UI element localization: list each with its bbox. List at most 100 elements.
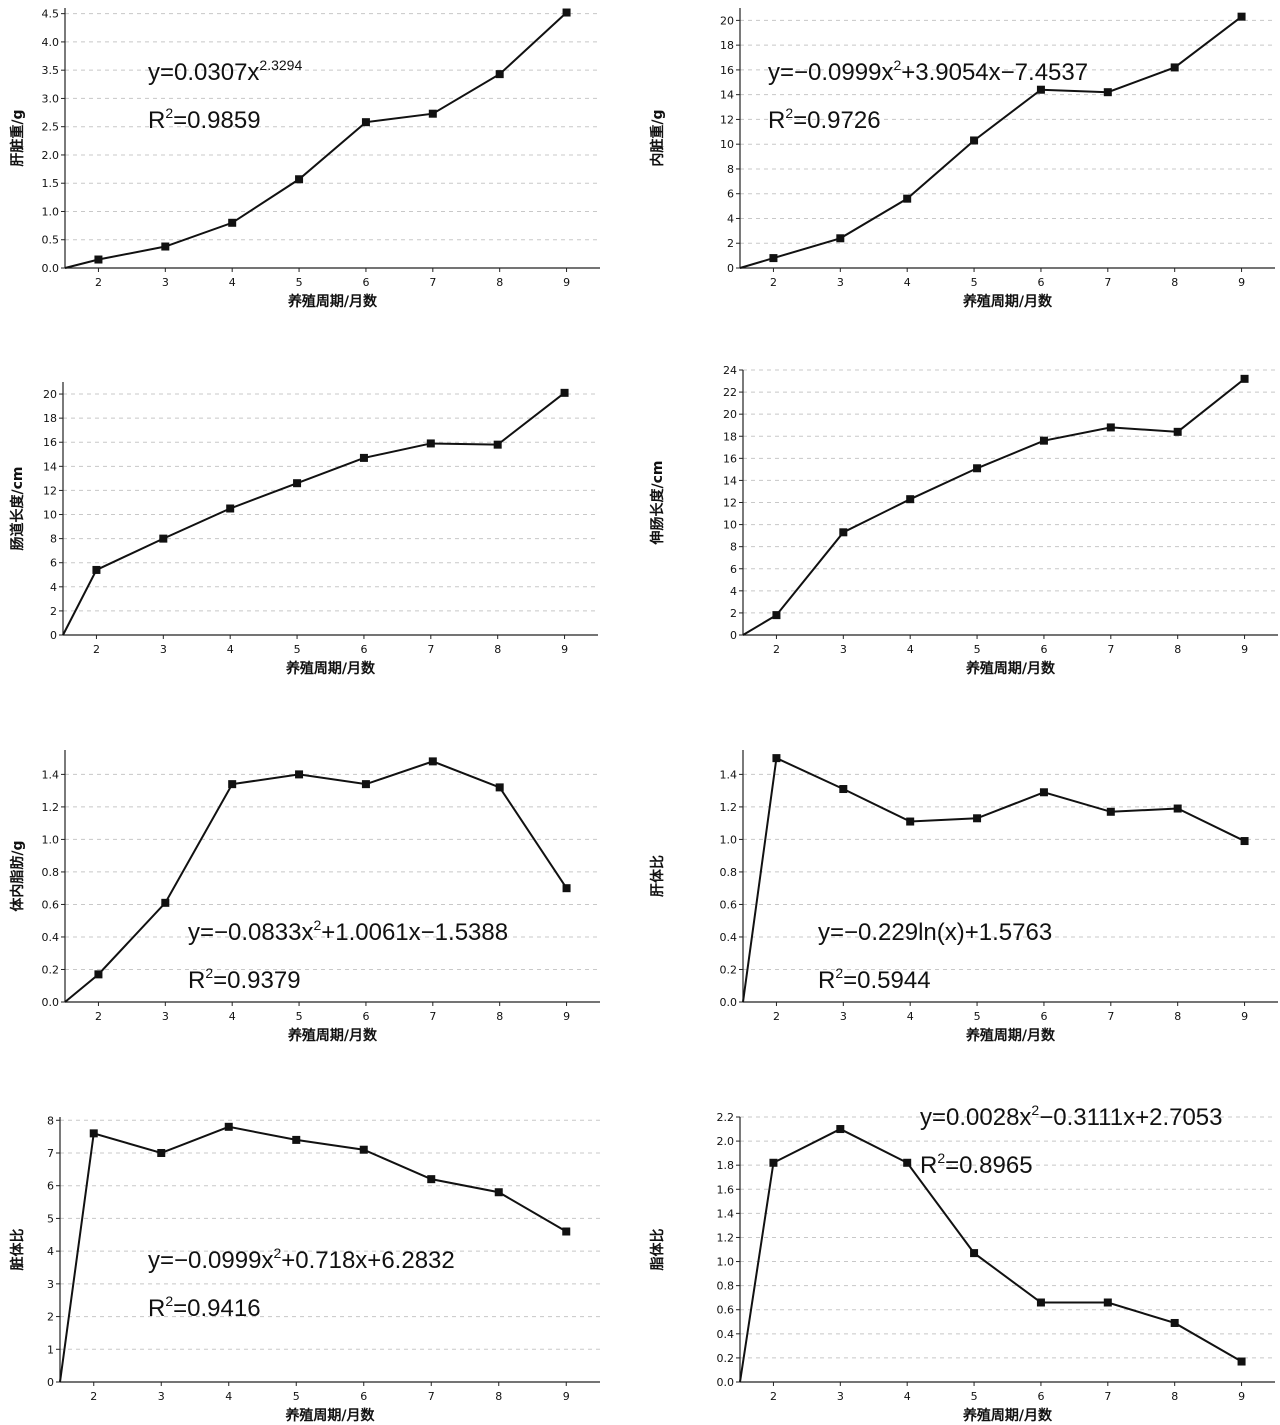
x-tick-label: 8 (1171, 276, 1178, 289)
data-point (94, 255, 103, 264)
y-tick-label: 0.0 (720, 996, 738, 1009)
y-tick-label: 0 (50, 629, 57, 642)
y-tick-label: 16 (720, 64, 734, 77)
x-tick-label: 5 (974, 643, 981, 656)
y-tick-label: 6 (50, 557, 57, 570)
data-point (836, 234, 845, 243)
chart-fat-body-ratio: 0.0 0.2 0.4 0.6 0.8 1.0 1.2 1.4 1.6 1.8 2.0 2.2 2 3 4 5… (649, 1102, 1275, 1424)
y-tick-label: 2.0 (717, 1135, 735, 1148)
data-point (361, 118, 370, 127)
x-tick-label: 5 (971, 1390, 978, 1403)
x-tick-label: 9 (1241, 1010, 1248, 1023)
x-tick-label: 6 (1040, 643, 1047, 656)
x-axis-title: 养殖周期/月数 (965, 1027, 1056, 1044)
x-tick-label: 7 (1104, 276, 1111, 289)
data-point (426, 439, 435, 448)
y-tick-label: 0 (47, 1376, 54, 1389)
x-tick-label: 3 (837, 276, 844, 289)
chart-body-fat: 0.0 0.2 0.4 0.6 0.8 1.0 1.2 1.4 2 3 4 5 6 7 8 9 养殖周期/月数 体… (9, 750, 600, 1044)
data-point (1170, 1318, 1179, 1327)
r-squared-label: R2=0.5944 (818, 965, 931, 994)
y-tick-label: 2 (730, 607, 737, 620)
data-point (1103, 1298, 1112, 1307)
x-tick-label: 2 (93, 643, 100, 656)
y-tick-label: 1.4 (720, 768, 738, 781)
chart-hepatosomatic-index: 0.0 0.2 0.4 0.6 0.8 1.0 1.2 1.4 2 3 4 5 6 7 8 9 养殖周期/月数 肝… (649, 750, 1278, 1044)
y-tick-label: 4 (730, 585, 737, 598)
y-tick-label: 16 (723, 452, 737, 465)
x-tick-label: 6 (360, 1390, 367, 1403)
x-tick-label: 9 (563, 276, 570, 289)
x-axis-title: 养殖周期/月数 (965, 660, 1056, 677)
data-point (906, 495, 915, 504)
y-tick-label: 6 (47, 1180, 54, 1193)
data-point (973, 464, 982, 473)
x-tick-label: 2 (95, 1010, 102, 1023)
x-axis-title: 养殖周期/月数 (285, 660, 376, 677)
y-tick-label: 1.2 (720, 801, 738, 814)
x-tick-label: 9 (1238, 1390, 1245, 1403)
data-point (560, 388, 569, 397)
data-point (295, 770, 304, 779)
data-point (970, 136, 979, 145)
x-tick-label: 3 (160, 643, 167, 656)
series-line (64, 760, 568, 1003)
y-tick-label: 1.8 (717, 1159, 735, 1172)
data-point (973, 814, 982, 823)
regression-equation: y=−0.229ln(x)+1.5763 (818, 919, 1052, 946)
x-tick-label: 9 (1238, 276, 1245, 289)
x-tick-label: 3 (837, 1390, 844, 1403)
data-point (1237, 1357, 1246, 1366)
x-tick-label: 8 (1171, 1390, 1178, 1403)
data-point (906, 817, 915, 826)
data-point (159, 534, 168, 543)
x-tick-label: 2 (95, 276, 102, 289)
y-tick-label: 0.5 (42, 234, 60, 247)
r-squared-label: R2=0.9859 (148, 105, 261, 134)
y-tick-label: 0.8 (720, 866, 738, 879)
x-tick-label: 4 (907, 1010, 914, 1023)
x-tick-label: 5 (296, 276, 303, 289)
data-point (157, 1148, 166, 1157)
y-tick-label: 10 (43, 509, 57, 522)
y-tick-label: 0.4 (717, 1328, 735, 1341)
x-tick-label: 9 (1241, 643, 1248, 656)
r-squared-label: R2=0.9379 (188, 965, 301, 994)
x-tick-label: 8 (495, 1390, 502, 1403)
data-point (769, 1158, 778, 1167)
y-tick-label: 0.0 (717, 1376, 735, 1389)
series-line (64, 11, 568, 269)
y-axis-title: 肝脏重/g (9, 109, 26, 166)
data-point (428, 109, 437, 118)
y-tick-label: 3.0 (42, 92, 60, 105)
data-point (89, 1129, 98, 1138)
data-point (228, 780, 237, 789)
x-tick-label: 2 (770, 276, 777, 289)
data-point (1039, 788, 1048, 797)
regression-equation: y=−0.0999x2+0.718x+6.2832 (148, 1245, 455, 1274)
x-tick-label: 9 (563, 1010, 570, 1023)
data-point (1106, 423, 1115, 432)
r-squared-label: R2=0.8965 (920, 1150, 1033, 1179)
y-tick-label: 18 (723, 430, 737, 443)
y-tick-label: 12 (720, 113, 734, 126)
x-tick-label: 2 (90, 1390, 97, 1403)
x-tick-label: 5 (971, 276, 978, 289)
y-tick-label: 18 (720, 39, 734, 52)
x-tick-label: 6 (360, 643, 367, 656)
y-tick-label: 0.0 (42, 262, 60, 275)
x-tick-label: 2 (773, 1010, 780, 1023)
x-axis-title: 养殖周期/月数 (962, 293, 1053, 310)
x-tick-label: 3 (162, 276, 169, 289)
x-tick-label: 7 (428, 1390, 435, 1403)
data-point (839, 528, 848, 537)
x-tick-label: 4 (904, 276, 911, 289)
data-point (562, 884, 571, 893)
data-point (224, 1122, 233, 1131)
y-tick-label: 6 (727, 188, 734, 201)
y-tick-label: 0 (727, 262, 734, 275)
data-point (226, 504, 235, 513)
data-point (839, 785, 848, 794)
x-tick-label: 7 (427, 643, 434, 656)
y-tick-label: 4 (727, 212, 734, 225)
